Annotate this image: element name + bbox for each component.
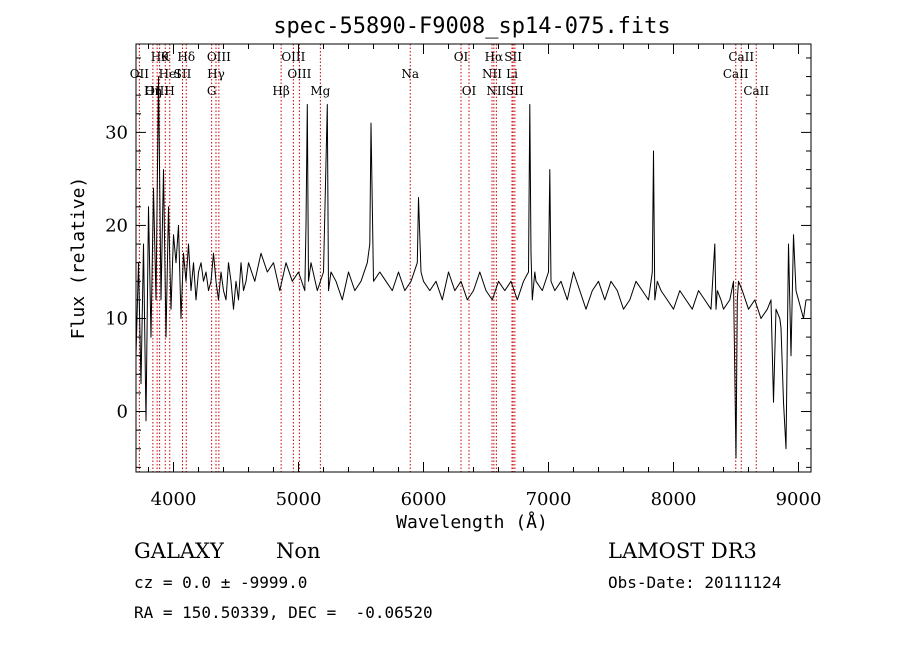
y-tick-label: 30	[105, 122, 128, 143]
emission-line-label: K	[161, 50, 171, 64]
spectrum-line	[135, 76, 807, 459]
x-axis-label: Wavelength (Å)	[396, 511, 548, 533]
redshift-line: cz = 0.0 ± -9999.0	[134, 573, 308, 592]
emission-line-label: OIII	[145, 84, 169, 98]
emission-line-label: Hη	[144, 84, 162, 98]
emission-line-label: Na	[401, 67, 419, 81]
emission-line-label: OIII	[281, 50, 305, 64]
emission-line-label: NII	[482, 67, 502, 81]
emission-line-label: G	[207, 84, 217, 98]
emission-line-label: Hα	[485, 50, 504, 64]
plot-frame	[135, 43, 812, 473]
object-subclass: Non	[276, 539, 321, 563]
x-tick-label: 8000	[651, 489, 697, 510]
emission-line-markers	[138, 44, 757, 472]
emission-line-label: OI	[462, 84, 477, 98]
emission-line-label: CaII	[743, 84, 769, 98]
emission-line-label: Hβ	[272, 84, 289, 98]
spectrum-series	[135, 76, 807, 459]
emission-line-label: Hθ	[151, 50, 169, 64]
axis-ticks: 4000 5000 6000 7000 8000 9000 0 10 20 30	[105, 44, 821, 510]
emission-line-label: OI	[454, 50, 469, 64]
x-tick-label: 5000	[276, 489, 322, 510]
y-tick-label: 10	[105, 308, 128, 329]
object-class: GALAXY	[134, 539, 224, 563]
emission-line-label: CaII	[728, 50, 754, 64]
chart-title: spec-55890-F9008_sp14-075.fits	[273, 14, 670, 39]
emission-line-label: SII	[506, 84, 524, 98]
emission-line-label: H	[164, 84, 174, 98]
emission-line-label: NII	[486, 84, 506, 98]
y-tick-label: 20	[105, 215, 128, 236]
y-tick-label: 0	[117, 402, 128, 423]
x-tick-label: 9000	[776, 489, 822, 510]
emission-line-label: OIII	[287, 67, 311, 81]
emission-line-label: HeI	[159, 67, 182, 81]
emission-line-label: Hγ	[207, 67, 225, 81]
emission-line-label: Hδ	[177, 50, 195, 64]
y-axis-label: Flux (relative)	[68, 177, 89, 340]
coordinates-line: RA = 150.50339, DEC = -0.06520	[134, 603, 433, 622]
emission-line-label: CaII	[723, 67, 749, 81]
emission-line-label: SII	[174, 67, 192, 81]
emission-line-label: SII	[504, 50, 522, 64]
x-tick-label: 6000	[401, 489, 447, 510]
survey-name: LAMOST DR3	[608, 539, 757, 563]
obs-date-line: Obs-Date: 20111124	[608, 573, 782, 592]
emission-line-label: OII	[130, 67, 150, 81]
emission-line-labels: OII OIII Hθ HeI Hη K H Hδ SII OIII Hγ G OIII OIII Hβ Mg…	[130, 50, 770, 98]
emission-line-label: Li	[506, 67, 518, 81]
x-tick-label: 7000	[526, 489, 572, 510]
x-tick-label: 4000	[151, 489, 197, 510]
emission-line-label: OIII	[207, 50, 231, 64]
emission-line-label: Mg	[310, 84, 330, 98]
